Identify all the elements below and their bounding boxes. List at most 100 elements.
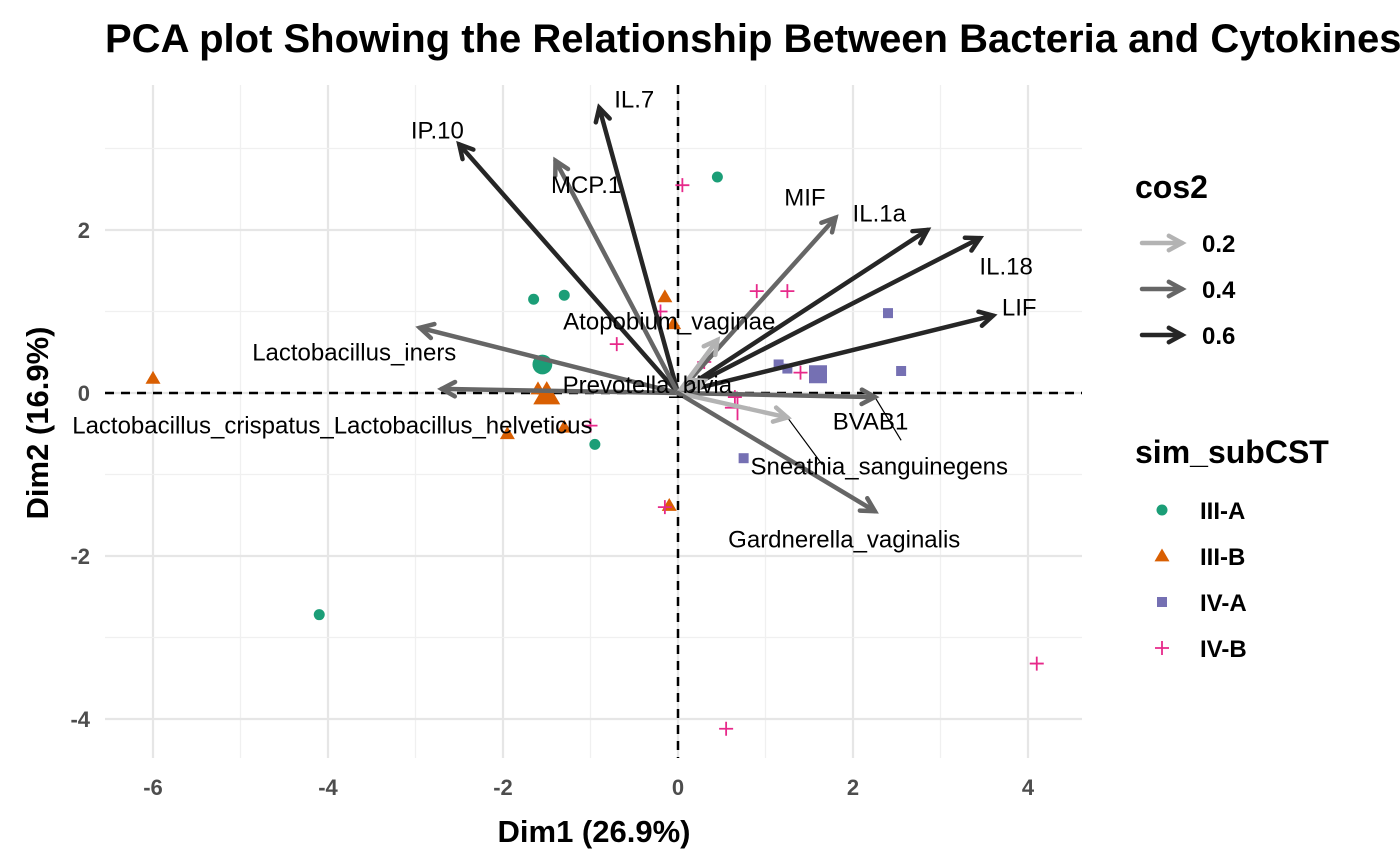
variable-label: IL.7 (614, 87, 654, 114)
group-legend-label: III-B (1200, 544, 1245, 571)
x-tick-label: -4 (318, 775, 338, 800)
y-tick-label: -2 (70, 544, 90, 569)
label-leaders (786, 396, 902, 466)
variable-arrow-head (456, 140, 476, 162)
y-tick-label: 2 (78, 218, 90, 243)
variable-label: Sneathia_sanguinegens (750, 453, 1008, 480)
observation-point (675, 178, 690, 193)
label-leader-line (874, 396, 902, 441)
variable-label: Atopobium_vaginae (563, 308, 775, 335)
observation-point (793, 365, 808, 380)
observation-point (780, 284, 795, 299)
variable-label: Lactobacillus_crispatus_Lactobacillus_he… (72, 413, 592, 440)
observation-point (1029, 656, 1044, 671)
observation-point (609, 337, 624, 352)
variable-arrow (439, 386, 681, 396)
observation-point (528, 293, 540, 305)
observation-point (883, 308, 893, 319)
group-legend-key (1156, 504, 1168, 516)
observation-point (558, 289, 570, 301)
variable-arrow (675, 337, 720, 396)
variable-arrow-head (437, 379, 458, 399)
y-tick-labels: -4 -2 0 2 (70, 218, 90, 732)
variable-label: IL.18 (979, 254, 1032, 281)
x-tick-labels: -6 -4 -2 0 2 4 (143, 775, 1035, 800)
observation-point (313, 609, 325, 621)
variable-arrow (597, 105, 681, 396)
cos2-legend: cos2 0.2 0.4 0.6 (1135, 169, 1236, 350)
x-tick-label: 4 (1022, 775, 1035, 800)
observation-point (711, 171, 723, 183)
observation-point (589, 438, 601, 450)
x-tick-label: -6 (143, 775, 163, 800)
variable-arrow (675, 390, 790, 420)
variable-arrow (675, 235, 983, 396)
cos2-legend-key-head (1166, 279, 1187, 299)
variable-arrows (415, 103, 998, 514)
group-legend-label: IV-B (1200, 636, 1247, 663)
variable-arrow (553, 158, 681, 396)
x-axis-title: Dim1 (26.9%) (498, 814, 691, 849)
y-tick-label: -4 (70, 707, 90, 732)
variable-arrow-head (910, 227, 932, 246)
variable-arrow-head (859, 387, 880, 407)
variable-arrow (675, 313, 996, 396)
variable-arrow-head (687, 377, 709, 396)
label-leader-line (786, 417, 823, 466)
group-legend-key (1155, 641, 1169, 655)
chart-title: PCA plot Showing the Relationship Betwee… (105, 17, 1400, 61)
x-tick-label: 0 (672, 775, 684, 800)
observation-point (896, 365, 907, 376)
group-legend-key (1154, 548, 1170, 562)
variable-arrow (675, 227, 930, 396)
variable-arrow-head (415, 321, 437, 341)
observation-point (738, 453, 749, 464)
variable-arrow-head (962, 235, 985, 253)
variable-label: MIF (784, 184, 825, 211)
observation-point (556, 419, 572, 433)
variable-arrow (675, 390, 878, 514)
observation-point (749, 284, 764, 299)
variable-label: Lactobacillus_iners (252, 339, 456, 366)
group-legend-label: III-A (1200, 498, 1245, 525)
group-legend-label: IV-A (1200, 590, 1247, 617)
variable-labels: IL.7 IP.10 MCP.1 MIF IL.1a IL.18 LIF Atopobium_… (72, 87, 1036, 554)
cos2-legend-title: cos2 (1135, 169, 1208, 205)
variable-label: Gardnerella_vaginalis (728, 527, 960, 554)
observation-point (657, 289, 673, 303)
variable-label: IL.1a (853, 201, 907, 228)
variable-arrow-head (553, 156, 571, 178)
observation-point (583, 418, 598, 433)
variable-arrow (457, 142, 681, 396)
group-centroid-point (809, 365, 827, 384)
observation-point (145, 370, 161, 384)
cos2-legend-label: 0.4 (1202, 277, 1236, 304)
y-axis-title: Dim2 (16.9%) (20, 327, 55, 520)
variable-label: BVAB1 (833, 409, 909, 436)
variable-arrow (417, 325, 681, 396)
observation-point (666, 316, 682, 330)
variable-arrow-head (819, 214, 839, 235)
x-tick-label: -2 (493, 775, 513, 800)
variable-arrow-head (770, 405, 792, 424)
observation-point (499, 426, 515, 440)
cos2-legend-label: 0.2 (1202, 231, 1235, 258)
cos2-legend-key-head (1166, 325, 1187, 345)
variable-arrow (675, 390, 878, 400)
observation-points (145, 171, 1044, 736)
y-tick-label: 0 (78, 381, 90, 406)
variable-label: IP.10 (411, 118, 464, 145)
variable-label: Prevotella_bivia (563, 372, 733, 399)
group-legend: sim_subCST III-A III-B IV-A IV-B (1135, 434, 1329, 663)
cos2-legend-key-head (1166, 233, 1187, 253)
observation-point (719, 721, 734, 736)
x-tick-label: 2 (847, 775, 859, 800)
cos2-legend-label: 0.6 (1202, 323, 1235, 350)
observation-point (773, 359, 784, 370)
observation-point (782, 363, 793, 374)
group-legend-title: sim_subCST (1135, 434, 1329, 470)
variable-arrow-head (857, 495, 879, 514)
variable-label: LIF (1002, 294, 1037, 321)
variable-arrow-head (593, 103, 612, 125)
